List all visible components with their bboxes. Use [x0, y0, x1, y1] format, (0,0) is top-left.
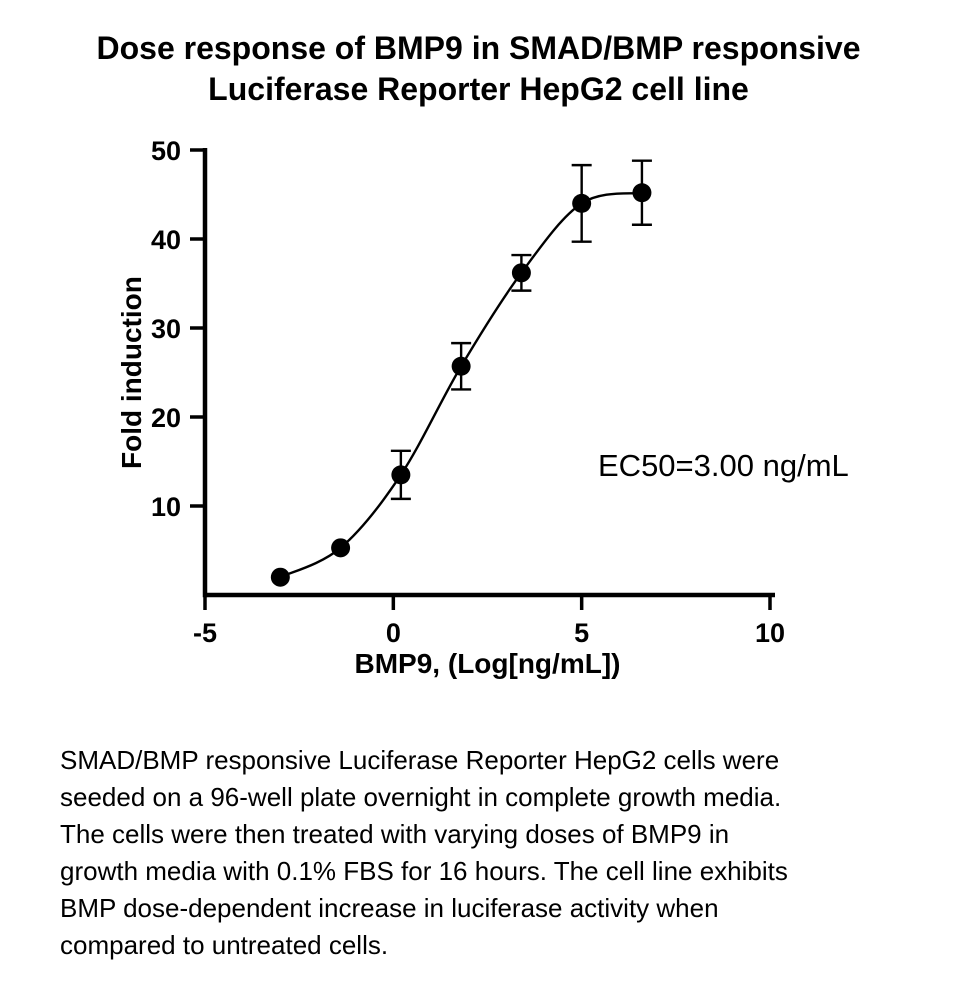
y-tick-label: 50: [151, 136, 181, 166]
x-tick-label: -5: [193, 618, 217, 648]
x-axis-label: BMP9, (Log[ng/mL]): [354, 648, 621, 679]
figure-caption: SMAD/BMP responsive Luciferase Reporter …: [60, 745, 788, 960]
y-tick-label: 30: [151, 314, 181, 344]
data-point: [270, 567, 290, 587]
y-tick-label: 40: [151, 225, 181, 255]
chart-title: Dose response of BMP9 in SMAD/BMP respon…: [96, 30, 861, 107]
x-tick-label: 10: [755, 618, 785, 648]
data-point: [451, 356, 471, 376]
data-point: [632, 183, 652, 203]
data-point: [572, 193, 592, 213]
dose-response-plot: -5 0 5 10 10 20 30 40 50: [151, 136, 785, 648]
y-tick-label: 20: [151, 403, 181, 433]
x-tick-label: 5: [574, 618, 589, 648]
y-tick-label: 10: [151, 492, 181, 522]
data-point: [331, 538, 351, 558]
ec50-annotation: EC50=3.00 ng/mL: [598, 448, 849, 483]
x-tick-label: 0: [386, 618, 401, 648]
data-point: [511, 263, 531, 283]
data-point: [391, 465, 411, 485]
